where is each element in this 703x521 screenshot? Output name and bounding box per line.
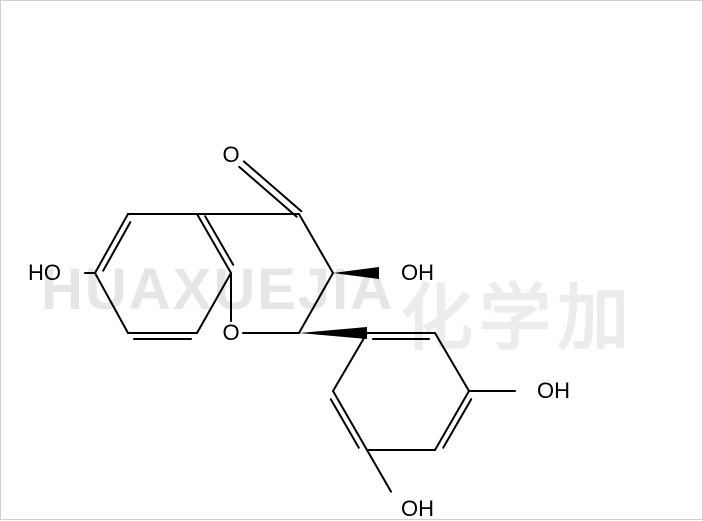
wedge-bond xyxy=(333,267,379,279)
atom-label-o11: O xyxy=(222,320,239,345)
molecule-diagram: HO O O OH OH OH xyxy=(1,1,703,521)
atom-label-o21: OH xyxy=(401,496,434,521)
wedge-bond xyxy=(299,327,367,339)
atom-label-o20: OH xyxy=(537,378,570,403)
image-frame: HUAXUEJIA 化学加 HOOOOHOHOH xyxy=(0,0,703,520)
atom-label-o7: HO xyxy=(28,260,61,285)
atom-label-o13: OH xyxy=(401,260,434,285)
atom-label-o12: O xyxy=(222,142,239,167)
